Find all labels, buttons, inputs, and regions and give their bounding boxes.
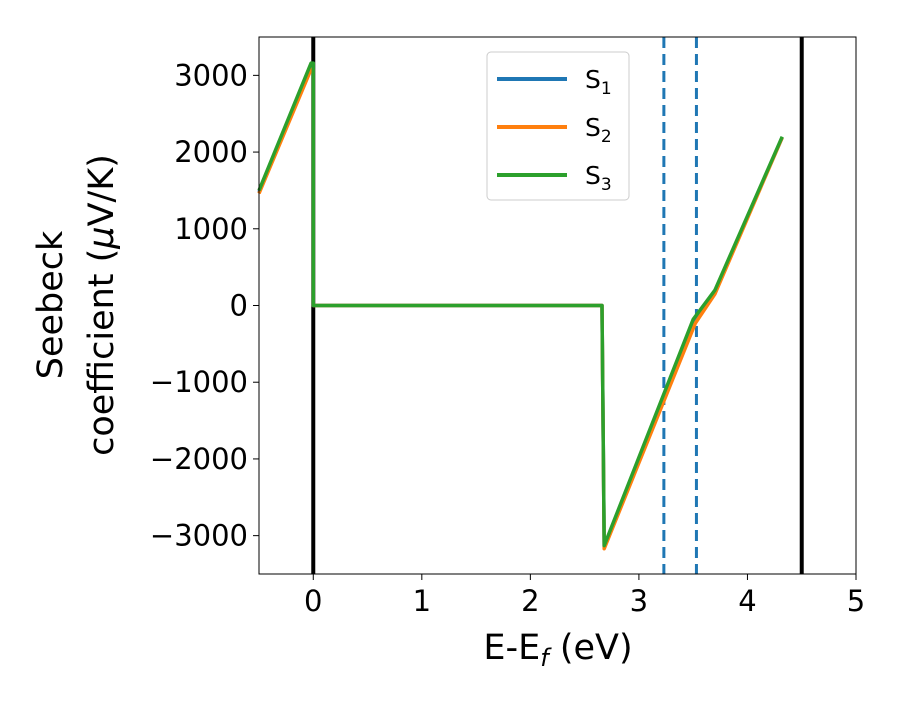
x-tick-label: 5 [847,584,865,618]
y-tick-label: 3000 [174,58,248,92]
y-tick-label: 2000 [174,135,248,169]
legend-label-2: S2 [585,113,612,147]
legend-entries: S1 S2 S3 [497,65,612,195]
x-tick-label: 2 [521,584,539,618]
y-tick-label: 0 [230,289,248,323]
series-line-3 [257,61,784,548]
x-axis-label: E-Ef (eV) [483,628,632,672]
x-tick-label: 3 [630,584,648,618]
y-tick-label: −2000 [150,442,248,476]
y-axis-label-line2: coefficient (μV/K) [82,154,122,456]
y-tick-label: −1000 [150,365,248,399]
y-tick-label: −3000 [150,519,248,553]
legend-label-3: S3 [585,161,612,195]
y-tick-label: 1000 [174,212,248,246]
x-tick-label: 1 [413,584,431,618]
series-lines [257,61,784,551]
legend: S1 S2 S3 [486,51,630,201]
y-ticks: 3000 2000 1000 0 −1000 −2000 −3000 [150,58,259,553]
x-tick-label: 0 [304,584,322,618]
y-axis-label: Seebeck coefficient (μV/K) [31,154,122,456]
y-axis-label-line1: Seebeck [31,230,71,379]
x-tick-label: 4 [738,584,756,618]
legend-label-1: S1 [585,65,612,99]
x-ticks: 0 1 2 3 4 5 [304,574,865,618]
